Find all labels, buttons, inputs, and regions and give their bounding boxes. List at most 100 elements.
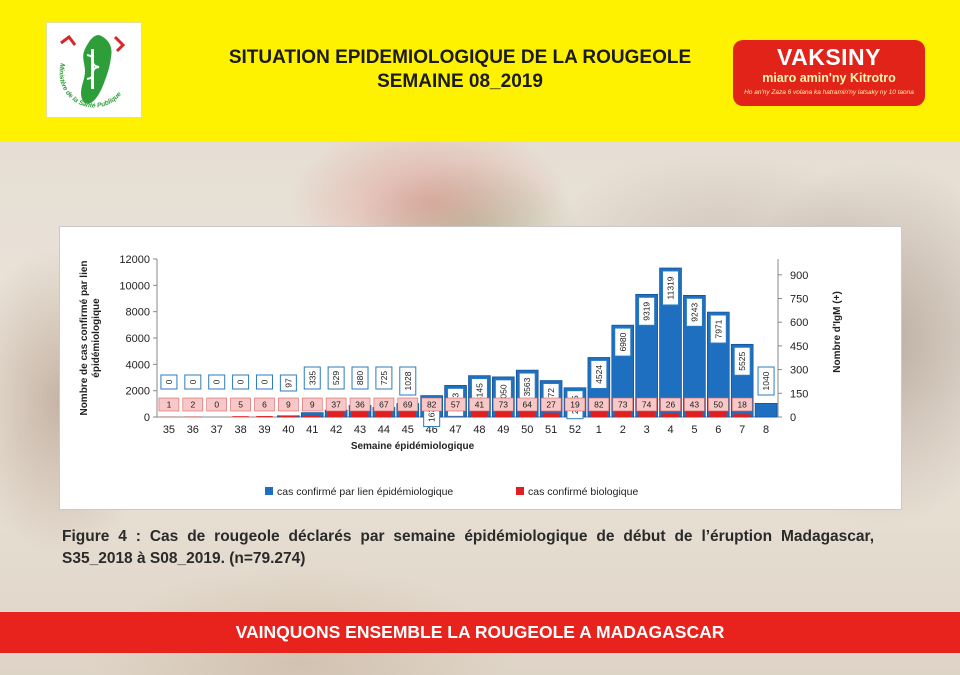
- data-label-bio: 41: [469, 397, 490, 412]
- svg-text:7971: 7971: [713, 319, 723, 338]
- svg-text:5: 5: [238, 400, 243, 410]
- legend-item-bio: cas confirmé biologique: [516, 486, 638, 498]
- svg-text:2: 2: [190, 400, 195, 410]
- bar-bio: [518, 406, 536, 417]
- svg-text:0: 0: [214, 400, 219, 410]
- data-label-bio: 26: [660, 397, 681, 412]
- data-label-epi: 5525: [733, 346, 751, 376]
- svg-text:18: 18: [737, 400, 747, 410]
- header-banner: Ministère de la Santé Publique SITUATION…: [0, 0, 960, 142]
- data-label-epi: 97: [279, 374, 297, 392]
- y-tick-label-left: 10000: [119, 280, 150, 292]
- bar-bio: [662, 412, 679, 417]
- legend-label: cas confirmé par lien épidémiologique: [277, 486, 453, 498]
- y-tick-label-right: 600: [790, 317, 808, 329]
- figure-caption-box: Figure 4 : Cas de rougeole déclarés par …: [59, 518, 900, 580]
- data-label-bio: 73: [612, 397, 634, 412]
- data-label-bio: 67: [373, 397, 395, 412]
- y-tick-label-right: 900: [790, 270, 808, 282]
- data-label-bio: 27: [540, 397, 562, 412]
- y-tick-label-right: 300: [790, 365, 808, 377]
- bar-bio: [256, 416, 273, 417]
- x-tick-label: 36: [187, 424, 199, 436]
- x-tick-label: 3: [644, 424, 650, 436]
- x-tick-label: 52: [569, 424, 581, 436]
- svg-text:26: 26: [666, 400, 676, 410]
- x-tick-label: 41: [306, 424, 318, 436]
- bar-epi: [754, 403, 778, 418]
- x-tick-label: 38: [234, 424, 246, 436]
- y-tick-label-left: 6000: [126, 333, 150, 345]
- data-label-epi: 3563: [518, 372, 536, 402]
- data-label-bio: 43: [684, 397, 705, 412]
- bar-bio: [471, 410, 488, 417]
- y-tick-label-right: 750: [790, 294, 808, 306]
- data-label-bio: 82: [588, 397, 610, 412]
- data-label-epi: 0: [208, 374, 226, 390]
- y-tick-label-left: 4000: [126, 359, 150, 371]
- data-label-bio: 1: [158, 397, 180, 412]
- data-label-bio: 19: [564, 397, 586, 412]
- x-tick-label: 51: [545, 424, 557, 436]
- data-label-epi: 880: [351, 366, 369, 390]
- data-label-bio: 9: [278, 397, 299, 412]
- bar-bio: [232, 416, 249, 417]
- y-tick-label-right: 0: [790, 412, 796, 424]
- data-label-bio: 0: [206, 397, 228, 412]
- data-label-bio: 36: [349, 397, 371, 412]
- title-line-1: SITUATION EPIDEMIOLOGIQUE DE LA ROUGEOLE: [228, 47, 692, 68]
- svg-text:9: 9: [310, 400, 315, 410]
- bar-bio: [399, 406, 417, 417]
- figure-caption: Figure 4 : Cas de rougeole déclarés par …: [62, 528, 874, 567]
- y-axis-label-left: Nombre de cas confirmé par lienépidémiol…: [79, 260, 102, 415]
- title-line-2: SEMAINE 08_2019: [377, 71, 543, 92]
- data-label-epi: 4524: [590, 359, 608, 389]
- svg-text:725: 725: [379, 371, 389, 385]
- svg-text:529: 529: [331, 371, 341, 385]
- svg-text:36: 36: [355, 400, 365, 410]
- data-label-bio: 82: [421, 397, 442, 412]
- svg-text:82: 82: [427, 400, 437, 410]
- y-tick-label-right: 150: [790, 388, 808, 400]
- data-label-bio: 2: [182, 397, 204, 412]
- svg-text:41: 41: [475, 400, 485, 410]
- x-tick-label: 44: [378, 424, 390, 436]
- data-label-bio: 18: [731, 397, 753, 412]
- x-tick-label: 50: [521, 424, 533, 436]
- data-label-epi: 725: [375, 366, 393, 390]
- legend-swatch: [265, 487, 273, 495]
- data-label-epi: 1040: [757, 366, 775, 396]
- data-label-bio: 64: [516, 397, 538, 412]
- y-tick-label-left: 2000: [126, 386, 150, 398]
- svg-text:27: 27: [546, 400, 556, 410]
- x-tick-label: 42: [330, 424, 342, 436]
- svg-text:73: 73: [499, 400, 509, 410]
- data-label-epi: 0: [160, 374, 178, 390]
- svg-text:97: 97: [283, 378, 293, 388]
- svg-text:3050: 3050: [498, 384, 508, 403]
- legend-swatch: [516, 487, 524, 495]
- svg-text:880: 880: [355, 371, 365, 385]
- x-tick-label: 6: [715, 424, 721, 436]
- svg-text:82: 82: [594, 400, 604, 410]
- bar-bio: [327, 411, 345, 417]
- svg-text:67: 67: [379, 400, 389, 410]
- data-label-bio: 69: [397, 397, 419, 412]
- svg-text:9243: 9243: [689, 303, 699, 322]
- svg-text:9319: 9319: [642, 302, 652, 321]
- data-label-bio: 74: [636, 397, 657, 412]
- x-tick-label: 37: [211, 424, 223, 436]
- measles-chart: 0200040006000800010000120000150300450600…: [79, 254, 843, 498]
- svg-text:74: 74: [642, 400, 652, 410]
- svg-text:0: 0: [188, 379, 198, 384]
- data-label-bio: 57: [445, 397, 466, 412]
- footer-banner: VAINQUONS ENSEMBLE LA ROUGEOLE A MADAGAS…: [0, 612, 960, 653]
- data-label-epi: 11319: [662, 270, 680, 306]
- bar-bio: [304, 415, 321, 417]
- data-label-bio: 37: [325, 397, 347, 412]
- data-label-epi: 1028: [399, 366, 417, 396]
- data-label-epi: 0: [232, 374, 250, 390]
- svg-text:2772: 2772: [546, 388, 556, 407]
- svg-text:5525: 5525: [737, 352, 747, 371]
- data-label-epi: 335: [303, 366, 321, 390]
